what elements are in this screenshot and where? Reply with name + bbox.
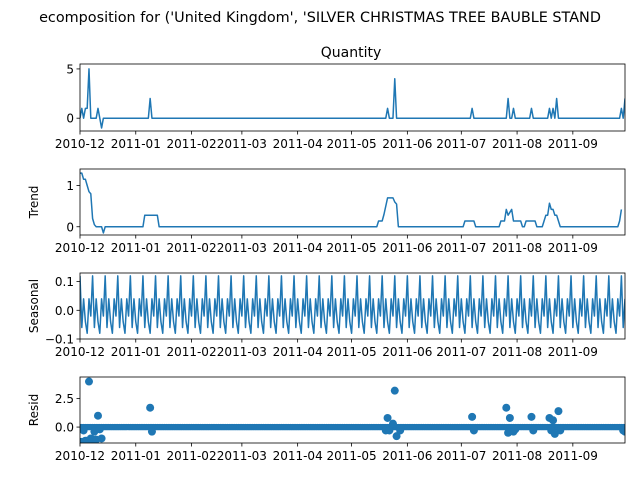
x-tick-label: 2011-06 (382, 449, 432, 463)
panel-trend-marks (80, 172, 623, 234)
panel-observed-frame (79, 63, 626, 132)
resid-point (383, 413, 392, 422)
panel-seasonal-marks (80, 275, 625, 335)
resid-point (385, 426, 394, 435)
x-tick-label: 2011-08 (492, 241, 542, 255)
panel-resid-frame (79, 376, 626, 444)
x-tick-label: 2011-07 (436, 449, 486, 463)
x-tick-label: 2011-09 (548, 241, 598, 255)
y-tick-label: −0.1 (45, 333, 74, 347)
x-tick-label: 2011-06 (382, 345, 432, 359)
panel-resid-marks (80, 377, 625, 443)
panel-resid: Resid 0.0 2.5 2010-12 2011-01 2011-02 2011-03… (27, 376, 626, 463)
x-tick-label: 2011-03 (217, 449, 267, 463)
y-tick-label: 0.0 (55, 304, 74, 318)
resid-point (390, 386, 399, 395)
resid-point (147, 427, 156, 436)
resid-point (146, 403, 155, 412)
y-tick-label: 2.5 (55, 392, 74, 406)
resid-point (556, 426, 565, 435)
x-tick-label: 2011-03 (217, 345, 267, 359)
x-tick-label: 2011-09 (548, 137, 598, 151)
x-tick-label: 2011-05 (327, 345, 377, 359)
resid-point (469, 426, 478, 435)
y-tick-label: 5 (66, 62, 74, 76)
panel-observed-series-line (80, 68, 625, 129)
x-tick-label: 2011-01 (111, 345, 161, 359)
resid-point (529, 426, 538, 435)
panel-observed-title: Quantity (321, 45, 382, 61)
x-tick-label: 2010-12 (55, 449, 105, 463)
resid-point (80, 426, 88, 435)
panel-seasonal-ylabel: Seasonal (27, 279, 41, 333)
x-tick-label: 2011-02 (166, 345, 216, 359)
panel-observed-marks (80, 68, 625, 129)
x-tick-label: 2011-07 (436, 241, 486, 255)
x-tick-label: 2010-12 (55, 241, 105, 255)
x-tick-label: 2011-04 (273, 449, 323, 463)
x-tick-label: 2011-01 (111, 449, 161, 463)
resid-point (505, 413, 514, 422)
y-tick-label: 1 (66, 179, 74, 193)
x-tick-label: 2011-04 (273, 241, 323, 255)
x-tick-label: 2011-02 (166, 449, 216, 463)
panel-seasonal-series-line (80, 275, 625, 335)
x-tick-label: 2011-02 (166, 137, 216, 151)
x-tick-label: 2011-05 (327, 449, 377, 463)
resid-point (502, 403, 511, 412)
x-tick-label: 2011-06 (382, 137, 432, 151)
x-tick-label: 2011-07 (436, 137, 486, 151)
x-tick-label: 2011-09 (548, 449, 598, 463)
x-tick-label: 2011-04 (273, 137, 323, 151)
x-tick-label: 2011-04 (273, 345, 323, 359)
x-tick-label: 2010-12 (55, 137, 105, 151)
y-tick-label: 0.0 (55, 421, 74, 435)
resid-point (527, 412, 536, 421)
x-tick-label: 2011-06 (382, 241, 432, 255)
figure-title: ecomposition for ('United Kingdom', 'SIL… (39, 10, 601, 26)
panel-trend-frame (79, 168, 626, 236)
panel-seasonal-frame (79, 272, 626, 340)
x-tick-label: 2011-01 (111, 137, 161, 151)
resid-point (468, 412, 477, 421)
resid-point (95, 425, 104, 434)
x-tick-label: 2011-08 (492, 449, 542, 463)
x-tick-label: 2011-05 (327, 241, 377, 255)
x-tick-label: 2010-12 (55, 345, 105, 359)
x-tick-label: 2011-02 (166, 241, 216, 255)
x-tick-label: 2011-05 (327, 137, 377, 151)
resid-point (549, 416, 558, 425)
x-tick-label: 2011-03 (217, 241, 267, 255)
x-tick-label: 2011-09 (548, 345, 598, 359)
y-tick-label: 0 (66, 112, 74, 126)
x-tick-label: 2011-08 (492, 137, 542, 151)
resid-point (554, 407, 563, 416)
x-tick-label: 2011-07 (436, 345, 486, 359)
resid-point (388, 419, 397, 428)
panel-trend: Trend 0 1 2010-12 2011-01 2011-02 2011-03 2011… (27, 168, 626, 255)
panel-seasonal: Seasonal −0.1 0.0 0.1 2010-12 2011-01 2011-02… (27, 272, 626, 359)
x-tick-label: 2011-03 (217, 137, 267, 151)
x-tick-label: 2011-01 (111, 241, 161, 255)
resid-point (97, 434, 106, 443)
panel-trend-series-line (80, 172, 623, 234)
x-tick-label: 2011-08 (492, 345, 542, 359)
panel-resid-ylabel: Resid (27, 394, 41, 426)
panel-trend-ylabel: Trend (27, 186, 41, 220)
y-tick-label: 0.1 (55, 275, 74, 289)
resid-point (392, 432, 401, 441)
resid-point (84, 377, 93, 386)
resid-point (621, 427, 625, 436)
resid-point (93, 411, 102, 420)
resid-point (396, 426, 405, 435)
y-tick-label: 0 (66, 220, 74, 234)
panel-observed: Quantity 0 5 2010-12 2011-01 2011-02 2011-03 2… (55, 45, 626, 151)
resid-point (511, 425, 520, 434)
